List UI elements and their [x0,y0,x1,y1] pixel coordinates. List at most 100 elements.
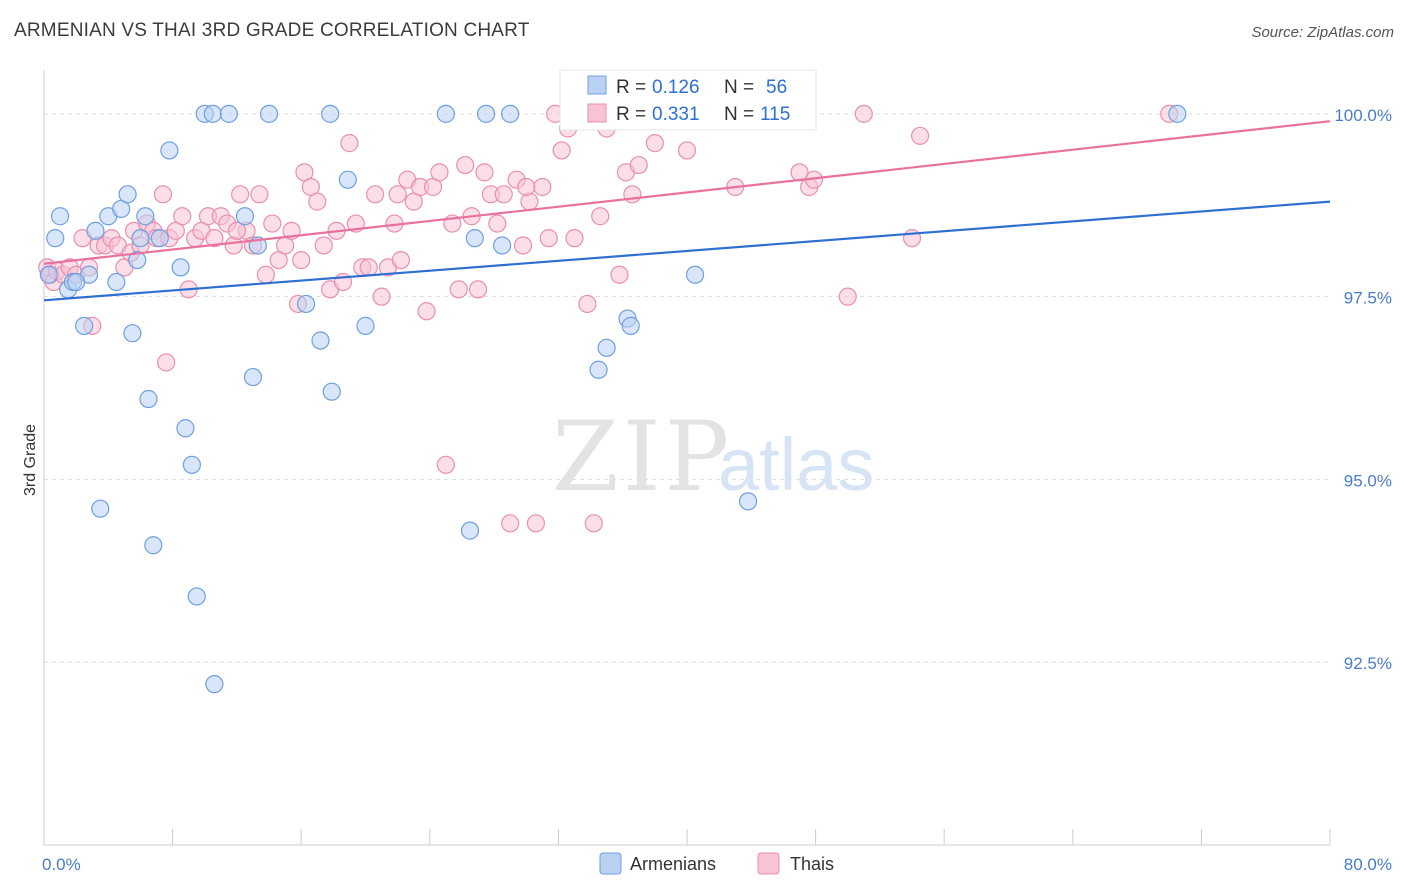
legend-label-armenians: Armenians [630,854,716,874]
legend-n-armenians: 56 [766,77,787,98]
armenian-point-19 [150,229,169,248]
legend-swatch-bottom-thais [757,852,780,875]
thai-point-47 [314,236,333,255]
armenian-point-42 [476,104,496,123]
y-tick-label-0: 100.0% [1334,106,1392,125]
thai-point-59 [391,250,410,270]
thai-point-76 [501,514,520,533]
watermark-zip: ZIP [552,401,733,513]
legend-swatch-thais [587,103,607,123]
armenian-trend-line [43,200,1331,302]
thai-point-69 [456,155,475,175]
thai-point-80 [526,514,545,533]
thai-point-93 [610,265,629,284]
y-tick-label-2: 95.0% [1344,471,1392,490]
armenian-point-14 [128,250,147,270]
legend-n-label-thais: N = [724,104,754,125]
thai-point-114 [517,177,536,197]
thai-point-86 [565,229,584,248]
thai-point-109 [910,126,930,145]
thai-point-106 [838,287,857,306]
trend-lines [43,120,1331,302]
thai-point-88 [578,294,597,314]
armenian-point-29 [235,207,255,226]
thai-trend-line [43,120,1331,265]
x-tick-label-1: 80.0% [1344,855,1392,874]
thai-point-54 [359,258,378,277]
thai-point-63 [417,302,436,321]
armenian-point-0 [39,265,58,284]
thai-point-38 [256,265,275,284]
armenian-point-16 [136,207,155,226]
armenian-point-18 [144,536,163,555]
armenian-point-36 [322,382,341,401]
armenian-point-35 [321,104,340,123]
armenian-point-20 [160,141,179,160]
chart-title: ARMENIAN VS THAI 3RD GRADE CORRELATION C… [14,20,530,41]
armenian-point-27 [205,675,224,694]
armenian-point-54 [1168,104,1187,123]
x-tick-labels: 0.0% 80.0% [42,855,1392,874]
armenian-point-30 [243,367,263,387]
legend-r-label-armenians: R = [616,77,646,98]
armenian-point-2 [50,207,70,226]
armenian-point-44 [501,104,520,123]
thai-point-22 [157,353,176,372]
armenian-point-41 [465,229,484,248]
thai-point-72 [475,163,494,182]
armenian-points [39,104,1187,694]
series-legend: Armenians Thais [599,852,834,875]
thai-point-65 [430,163,449,182]
thai-point-98 [645,134,664,153]
thai-point-51 [340,134,359,153]
armenian-point-28 [219,104,238,123]
armenian-point-23 [182,455,201,474]
thai-point-71 [468,280,488,299]
armenian-point-1 [46,229,65,248]
legend-label-thais: Thais [790,854,834,874]
armenian-point-17 [139,389,158,409]
thai-point-30 [205,229,224,248]
thai-point-66 [436,455,455,474]
thai-point-111 [227,221,246,240]
thai-point-107 [854,104,873,123]
thai-point-56 [372,287,391,306]
thai-point-84 [552,141,571,160]
thai-point-82 [539,229,558,248]
legend-r-thais: 0.331 [652,104,700,125]
armenian-point-39 [436,104,455,123]
thai-point-113 [292,250,311,270]
armenian-point-49 [621,316,640,335]
legend-r-armenians: 0.126 [652,77,700,98]
armenian-point-13 [123,324,142,343]
thai-point-75 [494,185,513,204]
armenian-point-8 [91,499,110,518]
thai-point-55 [366,185,385,204]
armenian-point-7 [86,221,105,240]
watermark-atlas: atlas [718,423,874,506]
thai-point-39 [263,214,282,233]
armenian-point-43 [493,236,512,255]
legend-swatch-bottom-armenians [599,852,622,875]
legend-swatch-armenians [587,75,607,95]
y-tick-label-3: 92.5% [1344,654,1392,673]
armenian-point-52 [685,265,705,284]
legend-n-thais: 115 [760,104,790,125]
armenian-point-32 [259,104,279,123]
thai-point-90 [591,207,610,226]
armenian-point-21 [171,258,190,277]
y-axis-label: 3rd Grade [22,424,39,496]
armenian-point-53 [738,492,758,511]
armenian-point-40 [460,521,480,540]
thai-point-37 [250,185,269,204]
armenian-point-24 [187,587,206,606]
armenian-point-37 [338,170,357,189]
thai-point-100 [677,141,697,160]
thai-point-96 [629,155,648,175]
thai-point-74 [488,214,507,233]
thai-point-89 [584,514,603,533]
armenian-point-26 [203,104,222,123]
legend-n-label-armenians: N = [724,77,754,98]
thai-point-25 [173,207,192,226]
thai-point-78 [513,236,533,255]
